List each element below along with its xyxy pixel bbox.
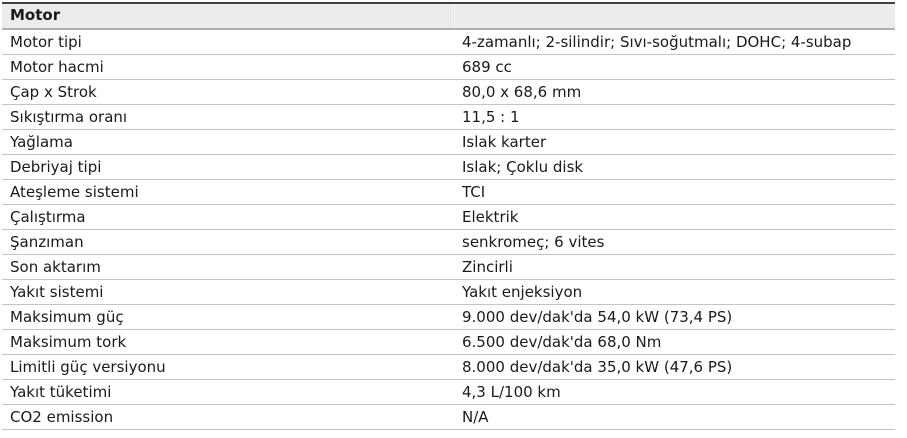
spec-label: Çap x Strok bbox=[10, 83, 97, 101]
table-row: Ateşleme sistemi TCI bbox=[2, 180, 895, 205]
table-row: Yakıt sistemi Yakıt enjeksiyon bbox=[2, 280, 895, 305]
spec-value: Yakıt enjeksiyon bbox=[462, 283, 583, 301]
table-row: CO2 emission N/A bbox=[2, 405, 895, 430]
spec-label: Motor hacmi bbox=[10, 58, 104, 76]
spec-value: 6.500 dev/dak'da 68,0 Nm bbox=[462, 333, 662, 351]
table-row: Şanzıman senkromeç; 6 vites bbox=[2, 230, 895, 255]
spec-value: 8.000 dev/dak'da 35,0 kW (47,6 PS) bbox=[462, 358, 733, 376]
table-row: Yağlama Islak karter bbox=[2, 130, 895, 155]
table-row: Son aktarım Zincirli bbox=[2, 255, 895, 280]
spec-label: Motor tipi bbox=[10, 33, 82, 51]
spec-label: CO2 emission bbox=[10, 408, 114, 426]
spec-label: Sıkıştırma oranı bbox=[10, 108, 128, 126]
table-row: Motor hacmi 689 cc bbox=[2, 55, 895, 80]
table-row: Çap x Strok 80,0 x 68,6 mm bbox=[2, 80, 895, 105]
table-row: Yakıt tüketimi 4,3 L/100 km bbox=[2, 380, 895, 405]
table-row: Sıkıştırma oranı 11,5 : 1 bbox=[2, 105, 895, 130]
spec-value: 689 cc bbox=[462, 58, 512, 76]
spec-value: 4-zamanlı; 2-silindir; Sıvı-soğutmalı; D… bbox=[462, 33, 852, 51]
spec-label: Debriyaj tipi bbox=[10, 158, 102, 176]
spec-value: Islak; Çoklu disk bbox=[462, 158, 584, 176]
table-row: Çalıştırma Elektrik bbox=[2, 205, 895, 230]
spec-label: Ateşleme sistemi bbox=[10, 183, 139, 201]
spec-value: 9.000 dev/dak'da 54,0 kW (73,4 PS) bbox=[462, 308, 733, 326]
spec-label: Maksimum güç bbox=[10, 308, 124, 326]
spec-label: Şanzıman bbox=[10, 233, 84, 251]
table-row: Maksimum tork 6.500 dev/dak'da 68,0 Nm bbox=[2, 330, 895, 355]
spec-value: Islak karter bbox=[462, 133, 547, 151]
spec-value: senkromeç; 6 vites bbox=[462, 233, 605, 251]
table-header-value-column bbox=[454, 4, 895, 28]
spec-label: Yakıt tüketimi bbox=[10, 383, 112, 401]
spec-label: Çalıştırma bbox=[10, 208, 86, 226]
spec-label: Son aktarım bbox=[10, 258, 101, 276]
table-header-row: Motor bbox=[2, 4, 895, 30]
table-header-title: Motor bbox=[10, 6, 61, 24]
spec-label: Maksimum tork bbox=[10, 333, 127, 351]
spec-label: Limitli güç versiyonu bbox=[10, 358, 166, 376]
spec-value: 11,5 : 1 bbox=[462, 108, 520, 126]
motor-spec-table: Motor Motor tipi 4-zamanlı; 2-silindir; … bbox=[2, 2, 895, 430]
spec-value: Zincirli bbox=[462, 258, 513, 276]
spec-label: Yağlama bbox=[10, 133, 73, 151]
table-row: Limitli güç versiyonu 8.000 dev/dak'da 3… bbox=[2, 355, 895, 380]
spec-value: 80,0 x 68,6 mm bbox=[462, 83, 582, 101]
spec-label: Yakıt sistemi bbox=[10, 283, 104, 301]
table-row: Debriyaj tipi Islak; Çoklu disk bbox=[2, 155, 895, 180]
spec-value: 4,3 L/100 km bbox=[462, 383, 561, 401]
spec-value: TCI bbox=[462, 183, 486, 201]
table-row: Motor tipi 4-zamanlı; 2-silindir; Sıvı-s… bbox=[2, 30, 895, 55]
spec-value: Elektrik bbox=[462, 208, 519, 226]
table-row: Maksimum güç 9.000 dev/dak'da 54,0 kW (7… bbox=[2, 305, 895, 330]
spec-value: N/A bbox=[462, 408, 489, 426]
